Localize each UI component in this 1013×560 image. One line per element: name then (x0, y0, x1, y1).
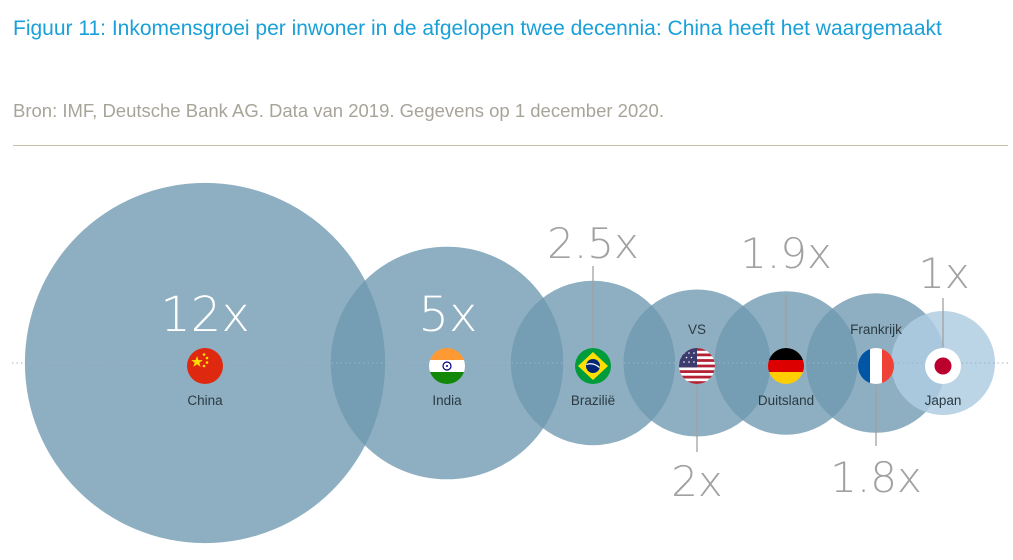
germany-flag-icon (768, 348, 804, 384)
category-label-germany: Duitsland (758, 393, 814, 408)
category-label-usa: VS (688, 322, 706, 337)
france-flag-icon (858, 348, 894, 384)
category-label-japan: Japan (925, 393, 962, 408)
category-label-india: India (432, 393, 462, 408)
divider (13, 145, 1008, 146)
value-label-germany: 1.9x (740, 229, 832, 278)
value-label-brazil: 2.5x (547, 219, 639, 268)
china-flag-icon (187, 348, 223, 384)
india-flag-icon (429, 348, 465, 384)
value-label-india: 5x (419, 287, 478, 343)
japan-flag-icon (925, 348, 961, 384)
chart-source: Bron: IMF, Deutsche Bank AG. Data van 20… (13, 100, 664, 121)
brazil-flag-icon (575, 348, 611, 384)
category-label-france: Frankrijk (850, 322, 902, 337)
value-label-china: 12x (160, 287, 249, 343)
value-label-japan: 1x (918, 249, 970, 298)
value-label-usa: 2x (671, 457, 723, 506)
chart-title: Figuur 11: Inkomensgroei per inwoner in … (13, 17, 942, 40)
usa-flag-icon (679, 348, 715, 384)
category-label-brazil: Brazilië (571, 393, 615, 408)
value-label-france: 1.8x (830, 453, 922, 502)
category-label-china: China (187, 393, 223, 408)
